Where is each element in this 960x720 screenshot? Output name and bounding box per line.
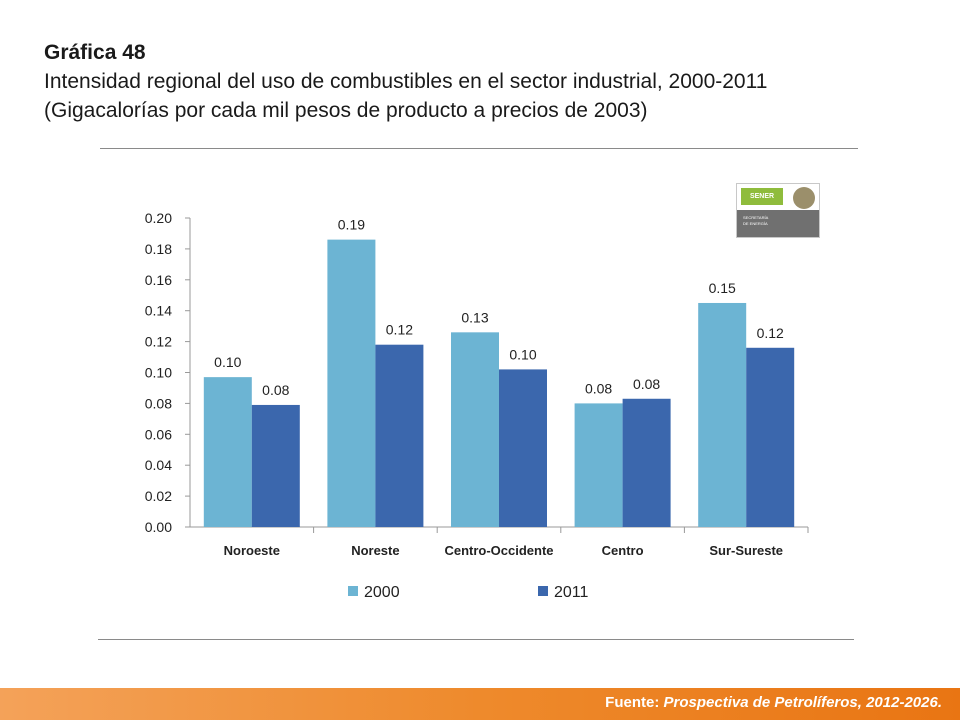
bar-2011-sur-sureste xyxy=(746,347,795,527)
data-label: 0.15 xyxy=(709,280,736,296)
bar-2011-noreste xyxy=(375,344,424,527)
bar-2000-centro-occidente xyxy=(451,332,499,527)
sener-logo-subtext-line2: DE ENERGÍA xyxy=(743,221,768,226)
category-label: Centro xyxy=(602,543,644,558)
sener-logo-subtext: SECRETARÍA DE ENERGÍA xyxy=(737,210,819,237)
y-tick-label: 0.12 xyxy=(145,334,172,350)
legend-swatch-2000 xyxy=(348,586,358,596)
y-tick-label: 0.00 xyxy=(145,519,172,535)
figure-label: Gráfica 48 xyxy=(44,41,146,64)
chart-title: Intensidad regional del uso de combustib… xyxy=(44,70,768,93)
bar-2011-centro-occidente xyxy=(499,369,547,527)
y-tick-label: 0.20 xyxy=(145,210,172,226)
y-tick-label: 0.18 xyxy=(145,241,172,257)
bottom-divider xyxy=(98,639,854,640)
footer-prefix: Fuente: xyxy=(605,694,660,711)
data-label: 0.08 xyxy=(633,376,660,392)
y-tick-label: 0.10 xyxy=(145,365,172,381)
bar-2000-sur-sureste xyxy=(698,302,747,527)
legend-label-2011: 2011 xyxy=(554,584,589,601)
sener-logo: SENER SECRETARÍA DE ENERGÍA xyxy=(736,183,820,238)
data-label: 0.08 xyxy=(262,382,289,398)
category-label: Noreste xyxy=(351,543,399,558)
data-label: 0.12 xyxy=(757,325,784,341)
sener-logo-subtext-line1: SECRETARÍA xyxy=(743,215,769,220)
data-label: 0.12 xyxy=(386,322,413,338)
y-tick-label: 0.14 xyxy=(145,303,172,319)
y-tick-label: 0.08 xyxy=(145,395,172,411)
title-block: Gráfica 48 Intensidad regional del uso d… xyxy=(44,38,924,125)
data-label: 0.10 xyxy=(509,346,536,362)
data-label: 0.10 xyxy=(214,354,241,370)
y-tick-label: 0.04 xyxy=(145,457,172,473)
coat-of-arms-icon xyxy=(793,187,815,209)
legend-swatch-2011 xyxy=(538,586,548,596)
data-label: 0.13 xyxy=(461,309,488,325)
footer-bar xyxy=(0,688,960,720)
bar-2000-noreste xyxy=(327,239,376,527)
y-tick-label: 0.16 xyxy=(145,272,172,288)
bar-2011-noroeste xyxy=(251,404,300,527)
top-divider xyxy=(100,148,858,149)
data-label: 0.19 xyxy=(338,217,365,233)
bar-2000-noroeste xyxy=(203,377,252,527)
legend-label-2000: 2000 xyxy=(364,584,400,601)
bar-2000-centro xyxy=(574,403,623,527)
y-tick-label: 0.02 xyxy=(145,488,172,504)
category-label: Noroeste xyxy=(224,543,280,558)
bar-2011-centro xyxy=(622,398,671,527)
footer-source: Fuente: Prospectiva de Petrolíferos, 201… xyxy=(605,694,942,711)
sener-logo-wordmark: SENER xyxy=(741,188,783,205)
chart-subtitle: (Gigacalorías por cada mil pesos de prod… xyxy=(44,99,648,122)
category-label: Centro-Occidente xyxy=(444,543,553,558)
data-label: 0.08 xyxy=(585,380,612,396)
y-tick-label: 0.06 xyxy=(145,426,172,442)
footer-source-title: Prospectiva de Petrolíferos, 2012-2026. xyxy=(663,694,942,711)
category-label: Sur-Sureste xyxy=(709,543,783,558)
